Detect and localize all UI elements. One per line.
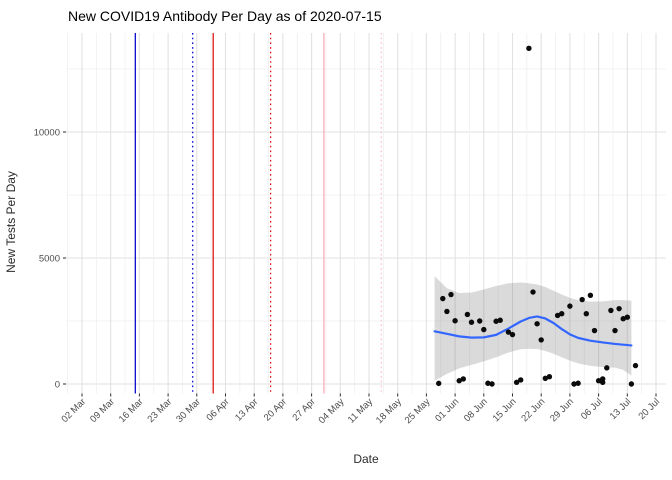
data-point	[579, 296, 585, 303]
data-point	[628, 381, 635, 387]
x-tick-label: 06 Jul	[579, 396, 605, 422]
data-point	[595, 378, 602, 384]
smooth-trend-line	[433, 315, 633, 347]
data-point	[518, 377, 524, 383]
y-axis-title: New Tests Per Day	[4, 171, 18, 273]
x-tick-label: 13 Jul	[608, 396, 634, 422]
data-point	[460, 376, 466, 382]
data-point	[513, 379, 520, 386]
event-lines	[134, 33, 382, 394]
data-point	[538, 337, 544, 343]
x-tick-label: 27 Apr	[291, 396, 318, 423]
x-tick-label: 20 Jul	[636, 396, 662, 422]
x-tick-label: 08 Jun	[462, 396, 490, 424]
data-point	[436, 380, 442, 387]
x-tick-label: 15 Jun	[491, 396, 519, 424]
data-point	[456, 378, 462, 384]
data-point	[612, 327, 618, 334]
x-tick-label: 11 May	[346, 396, 375, 425]
data-point	[620, 316, 626, 322]
x-tick-label: 30 Mar	[174, 396, 203, 425]
data-point	[583, 310, 589, 317]
data-point	[534, 321, 540, 327]
data-point	[542, 375, 548, 382]
data-point	[567, 303, 573, 309]
data-point	[587, 292, 594, 298]
x-tick-label: 02 Mar	[59, 396, 88, 425]
x-tick-label: 01 Jun	[433, 396, 461, 424]
data-point	[481, 326, 487, 333]
x-tick-label: 25 May	[403, 396, 433, 426]
x-tick-label: 29 Jun	[548, 396, 576, 424]
data-point	[468, 319, 475, 325]
data-point	[624, 314, 630, 320]
data-point	[591, 327, 598, 334]
data-point	[493, 318, 499, 324]
y-tick-label: 10000	[34, 128, 60, 139]
y-tick-label: 0	[55, 380, 60, 391]
data-point	[509, 331, 516, 338]
confidence-ribbon	[434, 276, 632, 381]
data-point	[448, 291, 454, 298]
data-point	[600, 376, 606, 382]
data-point	[604, 365, 610, 371]
x-axis-title: Date	[353, 452, 379, 466]
x-tick-label: 06 Apr	[204, 396, 231, 423]
data-point	[444, 308, 450, 315]
data-point	[440, 295, 446, 302]
data-point	[546, 373, 553, 380]
data-point	[464, 311, 471, 318]
x-tick-label: 13 Apr	[233, 396, 260, 423]
x-tick-label: 04 May	[317, 396, 347, 426]
x-tick-label: 16 Mar	[117, 396, 146, 425]
x-tick-label: 23 Mar	[146, 396, 175, 425]
data-point	[632, 362, 639, 369]
data-point	[616, 305, 622, 312]
data-point	[477, 318, 483, 324]
x-tick-label: 22 Jun	[519, 396, 547, 424]
x-tick-label: 18 May	[374, 396, 404, 426]
data-point	[505, 329, 512, 335]
data-point	[530, 289, 536, 295]
y-axis-ticks: 0 5000 10000	[34, 128, 66, 391]
y-tick-label: 5000	[39, 254, 60, 265]
data-point	[559, 310, 565, 317]
chart-title: New COVID19 Antibody Per Day as of 2020-…	[68, 8, 382, 24]
data-points	[436, 45, 639, 387]
data-point	[608, 307, 614, 314]
data-point	[571, 381, 577, 387]
data-point	[554, 312, 561, 319]
data-point	[497, 317, 503, 323]
data-point	[452, 318, 458, 324]
x-axis-ticks: 02 Mar 09 Mar 16 Mar 23 Mar 30 Mar 06 Apr 13 A…	[59, 393, 662, 426]
x-tick-label: 09 Mar	[88, 396, 117, 425]
data-point	[485, 380, 491, 386]
x-tick-label: 20 Apr	[262, 396, 289, 423]
data-point	[489, 381, 495, 387]
data-point	[575, 380, 581, 386]
data-point	[526, 45, 532, 52]
